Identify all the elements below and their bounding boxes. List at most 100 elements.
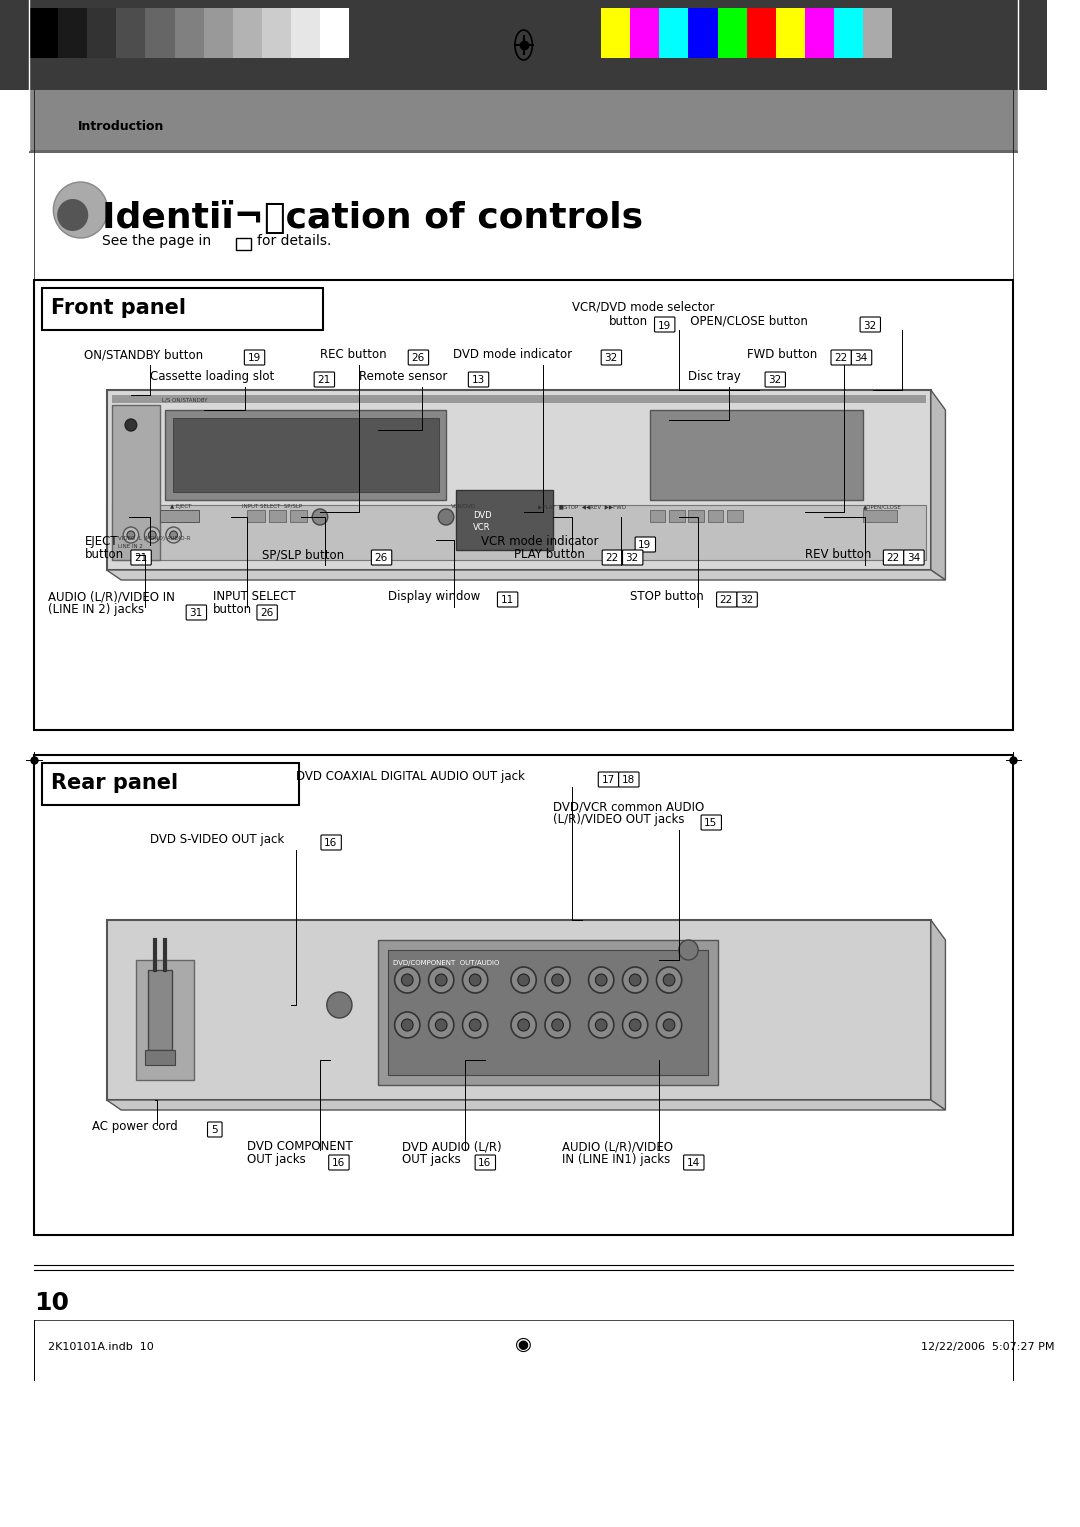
Circle shape <box>595 974 607 986</box>
Circle shape <box>394 1012 420 1038</box>
Circle shape <box>622 1012 648 1038</box>
Text: 12/22/2006  5:07:27 PM: 12/22/2006 5:07:27 PM <box>921 1342 1055 1351</box>
Text: 34: 34 <box>907 553 920 563</box>
Bar <box>111 505 926 560</box>
Circle shape <box>511 967 537 993</box>
Circle shape <box>657 1012 681 1038</box>
Circle shape <box>57 199 89 231</box>
Circle shape <box>402 974 413 986</box>
Circle shape <box>470 974 481 986</box>
Circle shape <box>148 531 157 539</box>
Text: button: button <box>214 603 253 615</box>
Text: INPUT SELECT  SP/SLP: INPUT SELECT SP/SLP <box>242 504 302 508</box>
Bar <box>204 8 232 58</box>
FancyBboxPatch shape <box>321 835 341 851</box>
Circle shape <box>663 974 675 986</box>
Text: REC button: REC button <box>320 348 387 360</box>
Text: (L/R)/VIDEO OUT jacks: (L/R)/VIDEO OUT jacks <box>553 812 685 826</box>
FancyBboxPatch shape <box>684 1154 704 1170</box>
Text: 32: 32 <box>863 321 877 331</box>
FancyBboxPatch shape <box>737 592 757 608</box>
FancyBboxPatch shape <box>904 550 924 565</box>
Bar <box>688 8 717 58</box>
Text: VCR: VCR <box>473 524 490 531</box>
Circle shape <box>470 1019 481 1031</box>
Text: OUT jacks: OUT jacks <box>403 1153 461 1167</box>
Bar <box>117 8 146 58</box>
FancyBboxPatch shape <box>244 350 265 365</box>
Text: Disc tray: Disc tray <box>688 370 741 383</box>
Text: 14: 14 <box>687 1157 700 1168</box>
Text: VCR/DVD: VCR/DVD <box>450 504 476 508</box>
Text: DVD mode indicator: DVD mode indicator <box>453 348 572 360</box>
Text: button: button <box>609 315 648 328</box>
Text: 2K10101A.indb  10: 2K10101A.indb 10 <box>49 1342 154 1351</box>
Circle shape <box>327 993 352 1019</box>
FancyBboxPatch shape <box>314 373 335 386</box>
Circle shape <box>517 1019 529 1031</box>
Text: Remote sensor: Remote sensor <box>359 370 447 383</box>
Circle shape <box>595 1019 607 1031</box>
Bar <box>746 8 775 58</box>
Text: Rear panel: Rear panel <box>52 773 178 793</box>
Text: L/S ON/STANDBY: L/S ON/STANDBY <box>162 399 207 403</box>
Bar <box>650 411 863 499</box>
FancyBboxPatch shape <box>207 1122 222 1138</box>
Bar <box>146 8 175 58</box>
FancyBboxPatch shape <box>860 318 880 331</box>
Text: 15: 15 <box>704 818 717 828</box>
Bar <box>175 8 204 58</box>
Bar <box>660 8 688 58</box>
FancyBboxPatch shape <box>598 773 619 786</box>
FancyBboxPatch shape <box>257 605 278 620</box>
Bar <box>173 418 440 492</box>
Text: 19: 19 <box>638 541 651 550</box>
Text: DVD/VCR common AUDIO: DVD/VCR common AUDIO <box>553 800 704 812</box>
Bar <box>107 919 931 1099</box>
Circle shape <box>552 1019 564 1031</box>
FancyBboxPatch shape <box>851 350 872 365</box>
Text: DVD: DVD <box>473 512 491 521</box>
Text: See the page in: See the page in <box>102 234 211 247</box>
Circle shape <box>678 941 698 960</box>
Circle shape <box>462 1012 488 1038</box>
Circle shape <box>589 967 613 993</box>
Text: (LINE IN 2) jacks: (LINE IN 2) jacks <box>49 603 145 615</box>
Bar <box>717 8 746 58</box>
Circle shape <box>166 527 181 544</box>
Circle shape <box>630 974 640 986</box>
Text: 17: 17 <box>602 776 615 785</box>
Text: Identiï¬cation of controls: Identiï¬cation of controls <box>102 202 643 235</box>
FancyBboxPatch shape <box>654 318 675 331</box>
Text: 34: 34 <box>854 353 867 363</box>
Text: ▲OPEN/CLOSE: ▲OPEN/CLOSE <box>863 504 902 508</box>
Text: DVD AUDIO (L/R): DVD AUDIO (L/R) <box>403 1141 502 1153</box>
Text: DVD/COMPONENT  OUT/AUDIO: DVD/COMPONENT OUT/AUDIO <box>393 960 499 967</box>
Circle shape <box>394 967 420 993</box>
Bar <box>834 8 863 58</box>
Text: 32: 32 <box>605 353 618 363</box>
Bar <box>863 510 897 522</box>
Text: ▶PLAY  ■STOP  ◀◀REV  ▶▶FWD: ▶PLAY ■STOP ◀◀REV ▶▶FWD <box>538 504 626 508</box>
Bar <box>111 405 160 560</box>
FancyBboxPatch shape <box>635 538 656 551</box>
Circle shape <box>53 182 108 238</box>
Bar <box>232 8 261 58</box>
Bar <box>148 970 172 1051</box>
Text: 16: 16 <box>332 1157 345 1168</box>
Text: Introduction: Introduction <box>78 121 164 133</box>
Circle shape <box>462 967 488 993</box>
Text: 22: 22 <box>719 596 733 605</box>
Polygon shape <box>107 570 945 580</box>
Bar <box>291 8 320 58</box>
Text: 32: 32 <box>740 596 753 605</box>
Text: SP/SLP button: SP/SLP button <box>261 548 343 560</box>
Circle shape <box>429 1012 454 1038</box>
Text: 18: 18 <box>622 776 635 785</box>
Bar <box>269 510 286 522</box>
Text: Cassette loading slot: Cassette loading slot <box>150 370 274 383</box>
Bar <box>235 238 252 250</box>
Polygon shape <box>107 1099 945 1110</box>
Bar <box>289 510 308 522</box>
Circle shape <box>657 967 681 993</box>
